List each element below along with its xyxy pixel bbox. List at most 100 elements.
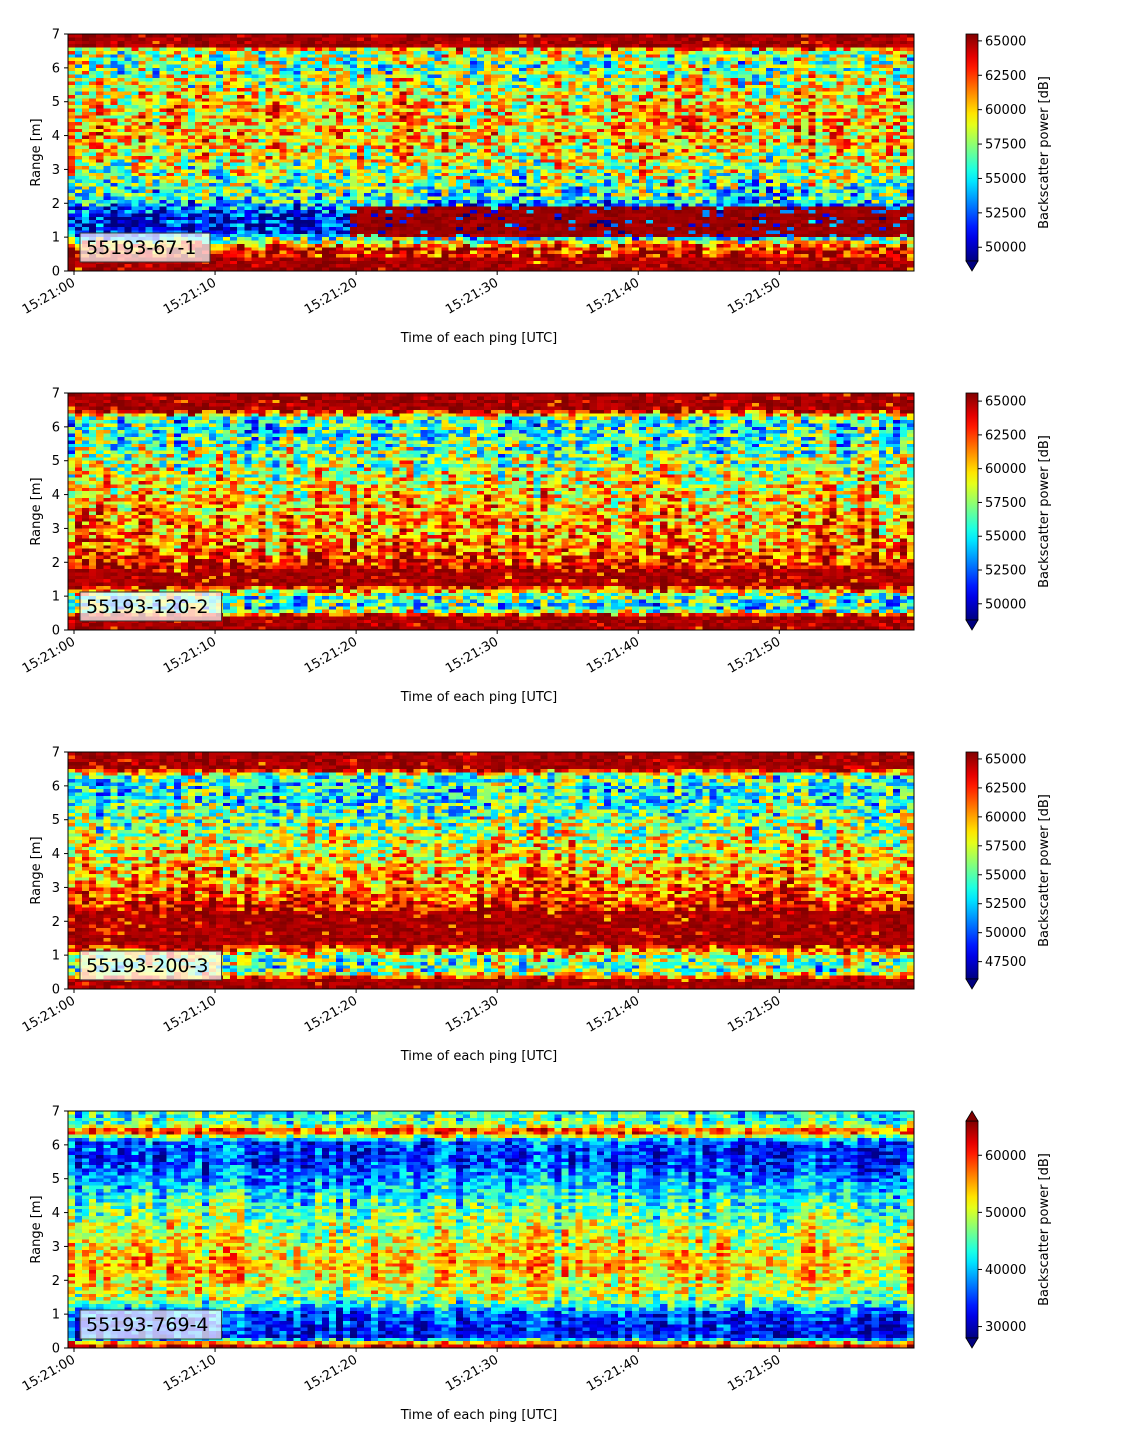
colorbar-label: Backscatter power [dB] <box>1037 794 1052 947</box>
colorbar-tick-label: 62500 <box>985 428 1026 443</box>
colorbar-tick-label: 55000 <box>985 172 1026 187</box>
y-tick-label: 7 <box>52 746 60 761</box>
y-tick-label: 0 <box>52 265 60 280</box>
x-tick-label: 15:21:30 <box>443 275 501 317</box>
y-tick-label: 4 <box>52 847 60 862</box>
panel-tag-label: 55193-67-1 <box>86 237 196 259</box>
y-tick-label: 2 <box>52 1274 60 1289</box>
x-axis-label: Time of each ping [UTC] <box>400 331 558 346</box>
y-tick-label: 6 <box>52 779 60 794</box>
colorbar-tick-label: 52500 <box>985 206 1026 221</box>
colorbar-tick-label: 60000 <box>985 462 1026 477</box>
colorbar-label: Backscatter power [dB] <box>1037 435 1052 588</box>
colorbar-tick-label: 57500 <box>985 138 1026 153</box>
colorbar-tick-label: 50000 <box>985 597 1026 612</box>
colorbar-tick-label: 62500 <box>985 69 1026 84</box>
panel-tag: 55193-120-2 <box>79 591 223 622</box>
y-tick-label: 0 <box>52 1342 60 1357</box>
x-tick-label: 15:21:50 <box>725 275 783 317</box>
y-tick-label: 7 <box>52 387 60 402</box>
x-tick-label: 15:21:40 <box>584 275 642 317</box>
x-tick-label: 15:21:30 <box>443 634 501 676</box>
panel-tag: 55193-67-1 <box>79 232 211 263</box>
x-tick-label: 15:21:10 <box>161 993 219 1035</box>
x-tick-label: 15:21:10 <box>161 275 219 317</box>
panel-tag-label: 55193-200-3 <box>86 955 209 977</box>
y-tick-label: 1 <box>52 231 60 246</box>
y-axis-label: Range [m] <box>29 118 44 186</box>
colorbar-gradient <box>965 33 979 262</box>
y-tick-label: 0 <box>52 624 60 639</box>
y-tick-label: 3 <box>52 163 60 178</box>
x-tick-label: 15:21:10 <box>161 1352 219 1394</box>
colorbar-tick-label: 52500 <box>985 564 1026 579</box>
y-axis-label: Range [m] <box>29 477 44 545</box>
colorbar-tick-label: 57500 <box>985 496 1026 511</box>
x-tick-label: 15:21:00 <box>20 634 78 676</box>
panel-tag: 55193-769-4 <box>79 1309 223 1340</box>
colorbar-extend-min <box>965 260 979 272</box>
y-tick-label: 1 <box>52 590 60 605</box>
colorbar: 50000 52500 55000 57500 60000 62500 65000 Backs… <box>965 33 1052 272</box>
y-tick-label: 5 <box>52 454 60 469</box>
colorbar: 47500 50000 52500 55000 57500 60000 62500 65000… <box>965 751 1052 990</box>
x-tick-label: 15:21:10 <box>161 634 219 676</box>
x-tick-label: 15:21:20 <box>302 993 360 1035</box>
y-tick-label: 5 <box>52 813 60 828</box>
x-tick-label: 15:21:40 <box>584 993 642 1035</box>
y-axis-label: Range [m] <box>29 836 44 904</box>
colorbar-tick-label: 30000 <box>985 1320 1026 1335</box>
colorbar-extend-max <box>965 1110 979 1122</box>
y-tick-label: 4 <box>52 129 60 144</box>
y-tick-label: 1 <box>52 1308 60 1323</box>
heatmap-image <box>68 752 914 989</box>
y-tick-label: 3 <box>52 522 60 537</box>
y-tick-label: 1 <box>52 949 60 964</box>
x-tick-label: 15:21:00 <box>20 275 78 317</box>
colorbar-tick-label: 55000 <box>985 868 1026 883</box>
y-tick-label: 0 <box>52 983 60 998</box>
y-tick-label: 6 <box>52 1138 60 1153</box>
x-tick-label: 15:21:40 <box>584 1352 642 1394</box>
colorbar-tick-label: 60000 <box>985 103 1026 118</box>
colorbar-label: Backscatter power [dB] <box>1037 76 1052 229</box>
x-axis-label: Time of each ping [UTC] <box>400 1408 558 1423</box>
y-tick-label: 2 <box>52 556 60 571</box>
colorbar-tick-label: 60000 <box>985 810 1026 825</box>
x-tick-label: 15:21:00 <box>20 1352 78 1394</box>
colorbar-gradient <box>965 751 979 980</box>
y-tick-label: 4 <box>52 488 60 503</box>
heatmap-image <box>68 393 914 630</box>
colorbar-label: Backscatter power [dB] <box>1037 1153 1052 1306</box>
y-tick-label: 5 <box>52 95 60 110</box>
x-tick-label: 15:21:20 <box>302 1352 360 1394</box>
y-tick-label: 6 <box>52 61 60 76</box>
axes-frame <box>67 751 915 990</box>
x-tick-label: 15:21:50 <box>725 993 783 1035</box>
colorbar-tick-label: 50000 <box>985 926 1026 941</box>
colorbar-tick-label: 57500 <box>985 839 1026 854</box>
colorbar-tick-label: 50000 <box>985 1206 1026 1221</box>
y-tick-label: 5 <box>52 1172 60 1187</box>
colorbar-tick-label: 62500 <box>985 781 1026 796</box>
y-tick-label: 3 <box>52 1240 60 1255</box>
colorbar-gradient <box>965 1120 979 1339</box>
x-tick-label: 15:21:20 <box>302 634 360 676</box>
panel-tag: 55193-200-3 <box>79 950 223 981</box>
panel-1: 0 1 2 3 4 5 6 7 15:21:00 15:21:10 15:21:20 15:21:30… <box>20 28 1052 347</box>
y-tick-label: 4 <box>52 1206 60 1221</box>
x-axis-label: Time of each ping [UTC] <box>400 1049 558 1064</box>
colorbar-tick-label: 50000 <box>985 241 1026 256</box>
axes-frame <box>67 1110 915 1349</box>
y-tick-label: 2 <box>52 915 60 930</box>
colorbar-tick-label: 65000 <box>985 34 1026 49</box>
panel-3: 0 1 2 3 4 5 6 7 15:21:00 15:21:10 15:21:20 15:21:30… <box>20 746 1052 1065</box>
panel-4: 0 1 2 3 4 5 6 7 15:21:00 15:21:10 15:21:20 15:21:30… <box>20 1105 1052 1424</box>
colorbar-tick-label: 40000 <box>985 1263 1026 1278</box>
x-tick-label: 15:21:30 <box>443 993 501 1035</box>
colorbar-gradient <box>965 392 979 621</box>
colorbar-tick-label: 65000 <box>985 395 1026 410</box>
heatmap-image <box>68 1111 914 1348</box>
x-tick-label: 15:21:20 <box>302 275 360 317</box>
